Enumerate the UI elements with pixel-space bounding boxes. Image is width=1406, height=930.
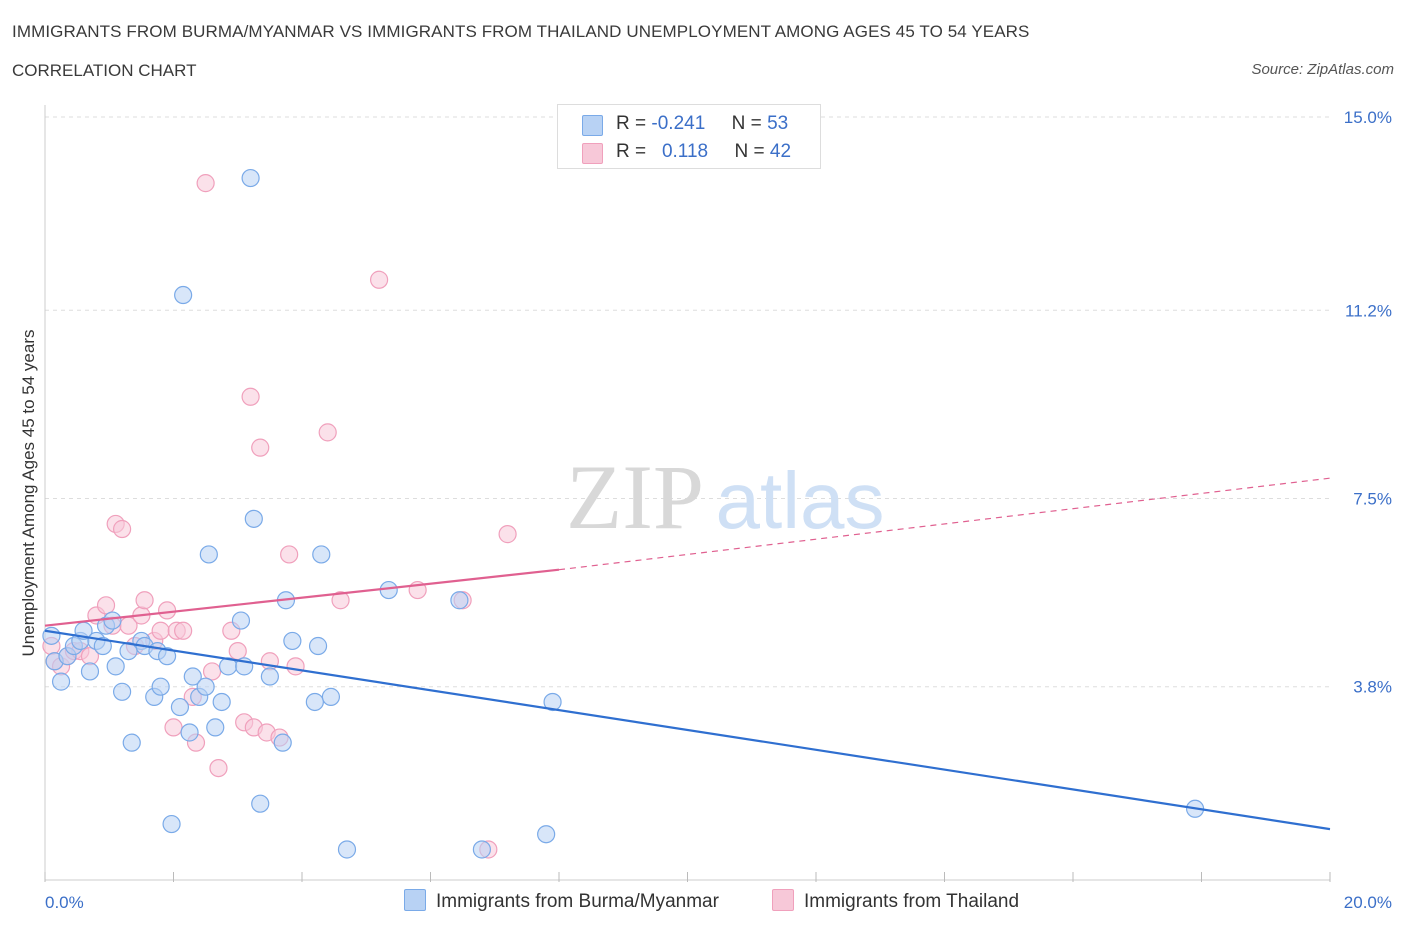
burma-point — [260, 667, 279, 686]
y-tick-label: 3.8% — [1353, 678, 1392, 697]
burma-point — [312, 545, 331, 564]
axes — [44, 105, 1331, 882]
bottom-legend-label-thailand: Immigrants from Thailand — [804, 891, 1020, 912]
burma-point — [244, 509, 263, 528]
burma-point — [337, 840, 357, 859]
burma-point — [283, 631, 302, 651]
burma-point — [241, 168, 260, 188]
legend-swatch-burma — [582, 115, 603, 136]
legend-burma-n-label: N = — [731, 113, 762, 134]
thailand-point — [228, 641, 247, 661]
gridlines — [45, 116, 1330, 688]
burma-point — [199, 545, 218, 564]
burma-point — [180, 723, 199, 742]
y-tick-label: 7.5% — [1353, 490, 1392, 509]
watermark-atlas: atlas — [716, 456, 885, 545]
burma-point — [321, 687, 341, 706]
legend-burma-n-value: 53 — [767, 113, 789, 134]
y-tick-label: 11.2% — [1345, 301, 1392, 320]
watermark-zip: ZIP — [566, 446, 704, 548]
thailand-point — [112, 519, 132, 539]
bottom-legend-burma: Immigrants from Burma/Myanmar — [404, 889, 719, 913]
thailand-point — [209, 758, 228, 778]
burma-point — [162, 814, 181, 834]
burma-point — [450, 591, 469, 610]
thailand-point — [331, 591, 350, 610]
y-axis-label: Unemployment Among Ages 45 to 54 years — [19, 330, 38, 657]
correlation-legend: R = -0.241 N = 53 R = 0.118 N = 42 — [557, 104, 821, 169]
thailand-point — [286, 657, 305, 676]
burma-point — [273, 733, 292, 752]
x-tick-label: 20.0% — [1344, 893, 1392, 912]
burma-point — [174, 285, 193, 305]
y-tick-label: 15.0% — [1344, 108, 1392, 127]
burma-point — [103, 611, 122, 630]
thailand-point — [151, 621, 170, 640]
thailand-point — [196, 174, 215, 193]
legend-thailand-n-value: 42 — [769, 141, 792, 162]
legend-swatch-thailand — [582, 143, 603, 164]
bottom-legend-swatch-burma — [404, 889, 426, 911]
thailand-point — [318, 423, 337, 442]
burma-point — [112, 682, 132, 701]
legend-burma-r-label: R = — [616, 113, 647, 134]
thailand-point — [135, 591, 154, 610]
burma-point — [151, 677, 170, 696]
burma-point — [206, 718, 225, 737]
legend-burma-r-value: -0.241 — [651, 113, 706, 134]
burma-point — [305, 692, 324, 712]
burma-point — [93, 636, 112, 656]
burma-point — [80, 662, 100, 681]
thailand-point — [164, 718, 183, 737]
thailand-trend-extension — [558, 477, 1331, 571]
series-burma — [42, 168, 1205, 859]
burma-point — [106, 657, 125, 676]
legend-thailand-n-label: N = — [734, 141, 765, 162]
thailand-point — [498, 525, 517, 544]
thailand-point — [96, 596, 116, 615]
thailand-point — [157, 601, 177, 620]
thailand-point — [202, 662, 222, 681]
burma-point — [212, 692, 231, 712]
thailand-point — [370, 270, 389, 289]
thailand-trend-line — [44, 568, 560, 627]
thailand-point — [251, 438, 270, 457]
bottom-legend-thailand: Immigrants from Thailand — [772, 889, 1019, 913]
burma-point — [379, 580, 398, 600]
series-thailand — [42, 174, 517, 859]
burma-point — [157, 647, 177, 666]
burma-point — [51, 672, 71, 691]
burma-point — [537, 825, 556, 844]
burma-trend-line — [44, 629, 1331, 831]
legend-thailand-r-label: R = — [616, 141, 647, 162]
thailand-point — [241, 387, 260, 406]
burma-point — [122, 733, 141, 752]
source-label: Source: ZipAtlas.com — [1251, 61, 1394, 78]
chart-subtitle: CORRELATION CHART — [12, 61, 197, 80]
burma-point — [543, 692, 562, 712]
thailand-point — [174, 621, 193, 640]
legend-thailand-r-value: 0.118 — [661, 141, 709, 162]
tick-labels: 3.8% 7.5% 11.2% 15.0% 0.0% 20.0% — [45, 108, 1392, 912]
burma-point — [170, 697, 190, 717]
burma-point — [251, 794, 270, 813]
burma-point — [196, 677, 215, 696]
burma-point — [231, 611, 251, 630]
thailand-point — [280, 545, 299, 564]
burma-point — [472, 840, 491, 859]
bottom-legend-swatch-thailand — [772, 889, 794, 911]
chart-title: IMMIGRANTS FROM BURMA/MYANMAR VS IMMIGRA… — [12, 22, 1030, 41]
burma-point — [308, 636, 328, 656]
bottom-legend-label-burma: Immigrants from Burma/Myanmar — [436, 891, 719, 912]
trend-lines — [44, 477, 1331, 831]
x-tick-label: 0.0% — [45, 893, 84, 912]
burma-point — [183, 667, 202, 686]
